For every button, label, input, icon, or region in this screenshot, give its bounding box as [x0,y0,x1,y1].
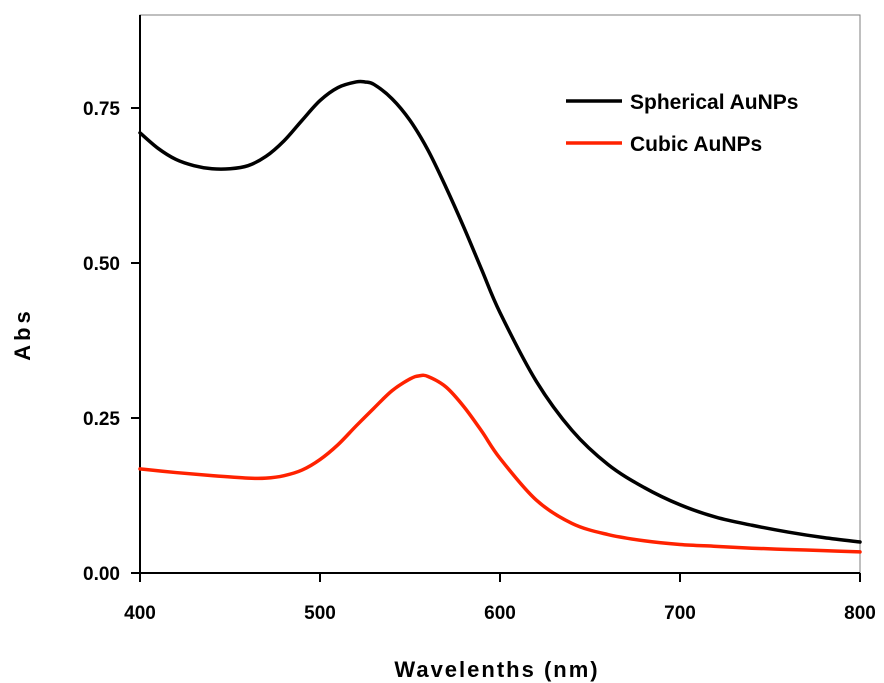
x-tick-label: 400 [124,603,156,624]
series-layer [138,79,862,554]
x-tick-label: 700 [664,603,696,624]
legend-label: Spherical AuNPs [630,91,798,114]
legend-item-cubic-aunps: Cubic AuNPs [566,133,762,156]
x-tick-label: 600 [484,603,516,624]
spherical-aunps-line [138,79,862,544]
axes: 0.00 0.25 0.50 0.75 400 500 600 700 800 [83,14,876,624]
x-tick-label: 800 [844,603,876,624]
x-tick-label: 500 [304,603,336,624]
y-tick-label: 0.00 [83,564,120,585]
x-axis-title: Wavelenths (nm) [394,657,599,682]
cubic-aunps-line [138,373,862,554]
y-axis-title: Abs [10,307,35,361]
legend: Spherical AuNPs Cubic AuNPs [566,91,798,156]
legend-label: Cubic AuNPs [630,133,762,156]
legend-item-spherical-aunps: Spherical AuNPs [566,91,798,114]
y-tick-label: 0.25 [83,409,120,430]
y-tick-label: 0.75 [83,99,120,120]
y-tick-label: 0.50 [83,254,120,275]
